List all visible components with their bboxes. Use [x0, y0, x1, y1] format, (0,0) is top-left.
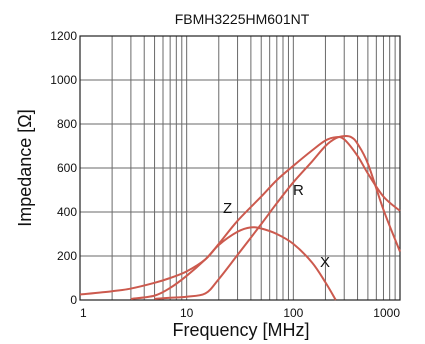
x-axis-label: Frequency [MHz]	[172, 320, 309, 340]
series-label-x: X	[320, 254, 330, 271]
chart-title: FBMH3225HM601NT	[175, 11, 310, 27]
y-tick-label: 400	[57, 205, 77, 219]
x-tick-label: 1	[80, 306, 87, 320]
series-label-r: R	[293, 182, 304, 199]
chart-grid	[80, 36, 400, 300]
x-tick-label: 10	[180, 306, 194, 320]
y-tick-label: 600	[57, 161, 77, 175]
y-tick-labels: 0 200 400 600 800 1000 1200	[50, 29, 77, 307]
series-line-r	[154, 135, 401, 300]
plot-frame	[79, 35, 401, 301]
y-tick-label: 200	[57, 249, 77, 263]
y-axis-label: Impedance [Ω]	[15, 109, 35, 227]
y-tick-label: 1000	[50, 73, 77, 87]
x-tick-labels: 1 10 100 1000	[80, 306, 400, 320]
y-tick-label: 800	[57, 117, 77, 131]
chart-series	[79, 135, 401, 301]
series-line-z	[79, 135, 401, 296]
x-tick-label: 100	[283, 306, 303, 320]
series-label-z: Z	[223, 200, 232, 217]
y-tick-label: 1200	[50, 29, 77, 43]
series-line-x	[130, 226, 337, 301]
y-tick-label: 0	[70, 293, 77, 307]
x-tick-label: 1000	[373, 306, 400, 320]
